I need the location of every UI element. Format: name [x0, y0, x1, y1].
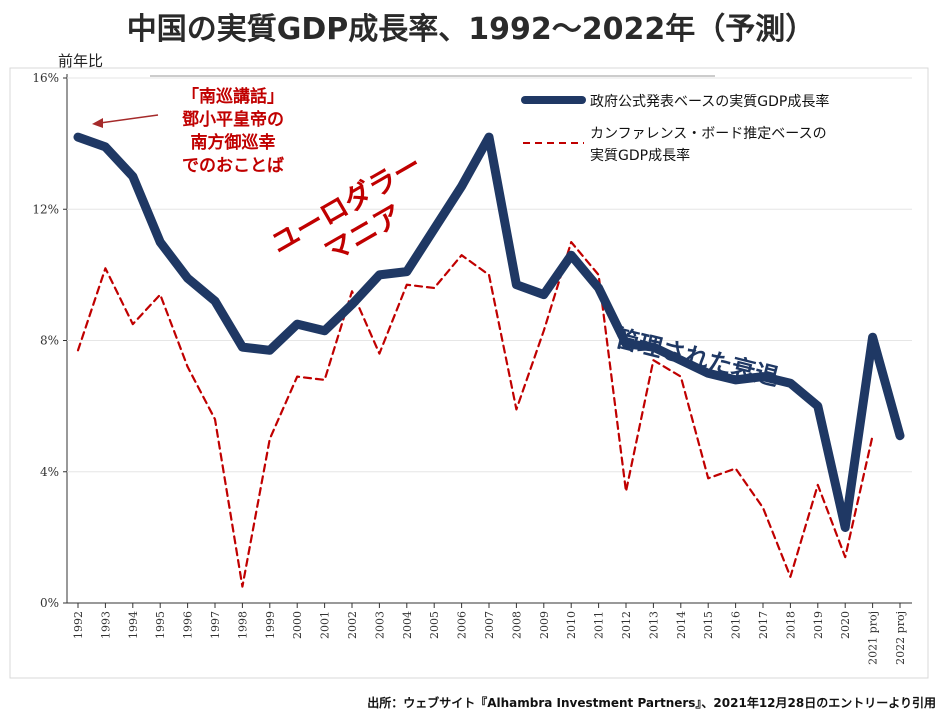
x-tick-label: 1997: [209, 611, 222, 639]
x-tick-label: 2006: [456, 611, 469, 639]
chart-title: 中国の実質GDP成長率、1992〜2022年（予測）: [126, 12, 816, 47]
gridlines: [63, 77, 912, 604]
nanxun-arrow: [99, 114, 159, 124]
x-tick-label: 2021 proj: [867, 611, 880, 665]
y-tick-label: 0%: [40, 596, 59, 610]
series-lines: [73, 132, 905, 588]
nanxun-line: でのおことば: [182, 156, 284, 176]
x-tick-label: 2009: [538, 611, 551, 639]
nanxun-line: 「南巡講話」: [182, 87, 284, 107]
y-tick-label: 12%: [32, 202, 59, 216]
x-tick-label: 1998: [236, 611, 249, 639]
x-tick-label: 2005: [428, 611, 441, 639]
nanxun-line: 鄧小平皇帝の: [182, 110, 284, 130]
x-tick-label: 2022 proj: [894, 611, 907, 665]
x-tick-label: 2000: [291, 611, 304, 639]
official-series-line: [73, 132, 905, 532]
x-tick-label: 1999: [264, 611, 277, 639]
x-tick-label: 1994: [127, 611, 140, 639]
plot-frame: [9, 67, 929, 679]
x-tick-label: 2019: [812, 611, 825, 639]
x-tick-label: 1992: [72, 611, 85, 639]
legend-label-conference-board-line2: 実質GDP成長率: [590, 147, 690, 164]
x-tick-label: 1996: [182, 611, 195, 639]
x-tick-label: 2008: [510, 611, 523, 639]
x-tick-label: 2007: [483, 611, 496, 639]
source-note: 出所：ウェブサイト『Alhambra Investment Partners』、…: [367, 696, 936, 710]
y-unit-label: 前年比: [58, 52, 104, 70]
x-tick-label: 2018: [784, 611, 797, 639]
nanxun-annotation: 「南巡講話」 鄧小平皇帝の 南方御巡幸 でのおことば: [148, 86, 318, 178]
x-tick-label: 2012: [620, 611, 633, 639]
x-tick-label: 2001: [319, 611, 332, 639]
x-tick-label: 2017: [757, 611, 770, 639]
x-tick-label: 1995: [154, 611, 167, 639]
conference-board-series-line: [76, 241, 874, 588]
x-tick-label: 2014: [675, 611, 688, 639]
x-tick-label: 1993: [99, 611, 112, 639]
legend-label-conference-board-line1: カンファレンス・ボード推定ベースの: [590, 126, 827, 142]
outer-border: [9, 67, 929, 679]
y-tick-label: 8%: [40, 334, 59, 348]
x-tick-labels: 1992 1993 1994 1995 1996 1997 1998 1999 2000 2001…: [72, 603, 907, 665]
legend-label-official: 政府公式発表ベースの実質GDP成長率: [590, 93, 829, 110]
x-tick-label: 2010: [565, 611, 578, 639]
y-tick-labels: 0% 4% 8% 12% 16%: [32, 71, 59, 610]
x-tick-label: 2011: [593, 611, 606, 639]
nanxun-arrowhead: [92, 118, 103, 128]
y-tick-label: 4%: [40, 465, 59, 479]
x-tick-label: 2015: [702, 611, 715, 639]
x-tick-label: 2013: [647, 611, 660, 639]
legend: 政府公式発表ベースの実質GDP成長率カンファレンス・ボード推定ベースの実質GDP…: [521, 93, 829, 164]
x-tick-label: 2020: [839, 611, 852, 639]
nanxun-line: 南方御巡幸: [190, 133, 276, 153]
x-tick-label: 2016: [730, 611, 743, 639]
x-tick-label: 2004: [401, 611, 414, 639]
y-tick-label: 16%: [32, 71, 59, 85]
x-tick-label: 2002: [346, 611, 359, 639]
x-tick-label: 2003: [373, 611, 386, 639]
